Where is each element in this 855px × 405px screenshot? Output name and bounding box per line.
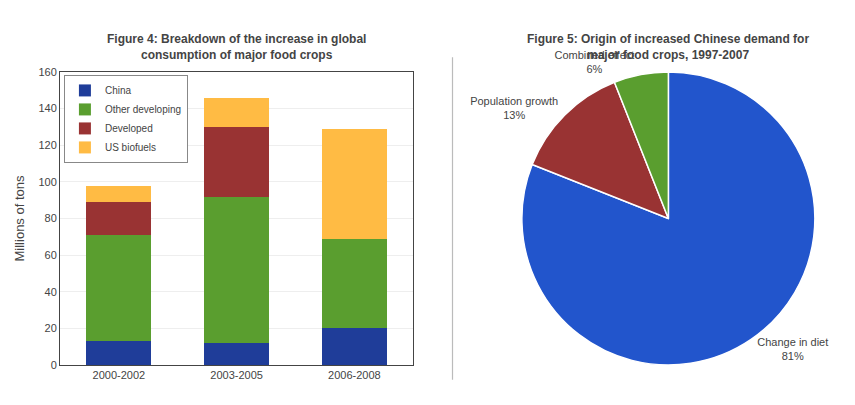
svg-text:Millions of tons: Millions of tons (12, 175, 27, 261)
svg-text:80: 80 (45, 212, 57, 224)
svg-text:100: 100 (38, 176, 56, 188)
svg-text:60: 60 (45, 249, 57, 261)
svg-text:40: 40 (45, 286, 57, 298)
svg-text:2003-2005: 2003-2005 (210, 369, 263, 381)
svg-text:Other developing: Other developing (105, 104, 181, 115)
svg-text:Population growth13%: Population growth13% (470, 95, 558, 121)
svg-text:160: 160 (38, 66, 56, 78)
svg-text:20: 20 (45, 322, 57, 334)
svg-text:Figure 5: Origin of increased: Figure 5: Origin of increased Chinese de… (527, 32, 809, 62)
svg-text:Developed: Developed (105, 123, 153, 134)
svg-text:2000-2002: 2000-2002 (93, 369, 146, 381)
svg-text:Figure 4: Breakdown of the inc: Figure 4: Breakdown of the increase in g… (107, 32, 366, 62)
svg-text:US biofuels: US biofuels (105, 142, 156, 153)
svg-text:0: 0 (51, 359, 57, 371)
svg-text:140: 140 (38, 102, 56, 114)
svg-text:China: China (105, 85, 132, 96)
svg-text:Change in diet81%: Change in diet81% (757, 336, 828, 362)
svg-text:120: 120 (38, 139, 56, 151)
svg-text:2006-2008: 2006-2008 (328, 369, 381, 381)
svg-text:Combined effect6%: Combined effect6% (554, 49, 634, 75)
